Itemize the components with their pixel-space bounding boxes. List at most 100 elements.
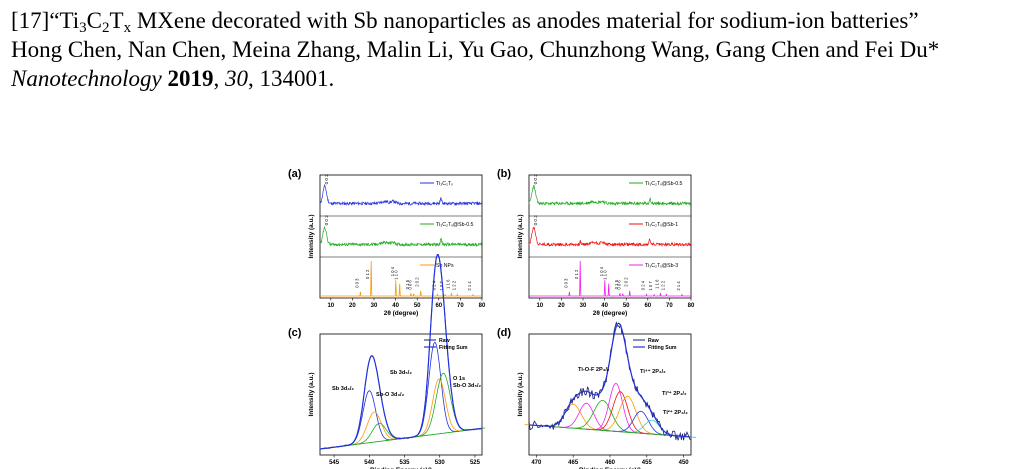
xrd-trace <box>320 260 482 297</box>
fitting-sum-trace <box>319 254 482 450</box>
title-part: T <box>109 8 124 33</box>
title-sub: 2 <box>102 20 110 36</box>
reference-volume: 30 <box>225 66 248 91</box>
peak-label: 0 0 2 <box>533 215 538 226</box>
x-tick-label: 40 <box>601 303 608 309</box>
miller-index-label: 1 1 0 <box>394 270 399 280</box>
legend-label: Raw <box>439 338 451 344</box>
legend-label: Ti₃C₂Tₓ@Sb-0.5 <box>645 181 683 187</box>
legend-label: Ti₃C₂Tₓ@Sb-0.5 <box>436 222 474 228</box>
legend-label: Fitting Sum <box>439 345 468 351</box>
x-tick-label: 540 <box>364 460 375 466</box>
reference-citation: Nanotechnology 2019, 30, 134001. <box>11 66 335 91</box>
miller-index-label: 0 0 3 <box>354 278 359 288</box>
x-tick-label: 20 <box>349 303 356 309</box>
title-part: MXene decorated with Sb nanoparticles as… <box>131 8 919 33</box>
miller-index-label: 1 2 2 <box>660 280 665 290</box>
reference-title-line: [17]“Ti3C2Tx MXene decorated with Sb nan… <box>11 6 1016 36</box>
panel-a: (a) 0 0 2 Ti₃C₂Tₓ 0 0 2 Ti₃C₂Tₓ@Sb-0.5 0 0 3 0… <box>288 168 486 317</box>
x-tick-label: 470 <box>531 460 542 466</box>
x-tick-label: 20 <box>558 303 565 309</box>
miller-index-label: 0 1 2 <box>574 269 579 279</box>
y-axis-label: Intensity (a.u.) <box>308 214 315 258</box>
panel-label: (d) <box>497 327 511 339</box>
fit-component <box>576 382 656 435</box>
peak-annotation: Sb 3d₅/₂ <box>390 370 412 376</box>
x-tick-label: 50 <box>414 303 421 309</box>
legend-label: Raw <box>648 338 660 344</box>
miller-index-label: 1 0 7 <box>648 281 653 291</box>
fit-background <box>528 424 692 438</box>
miller-index-label: 2 0 2 <box>415 277 420 287</box>
reference-journal: Nanotechnology <box>11 66 162 91</box>
fitting-sum-trace <box>528 322 691 438</box>
xrd-trace <box>319 225 483 248</box>
x-tick-label: 40 <box>392 303 399 309</box>
y-axis-label: Intensity (a.u.) <box>517 214 524 258</box>
fit-component <box>336 423 421 448</box>
plot-frame <box>319 333 483 456</box>
y-axis-label: Intensity (a.u.) <box>308 372 315 416</box>
reference-pages: 134001. <box>259 66 335 91</box>
x-tick-label: 545 <box>329 460 340 466</box>
miller-index-label: 2 1 4 <box>467 281 472 291</box>
panel-label: (b) <box>497 168 511 180</box>
x-tick-label: 50 <box>623 303 630 309</box>
panel-label: (c) <box>288 327 302 339</box>
x-tick-label: 80 <box>688 303 695 309</box>
x-tick-label: 460 <box>605 460 616 466</box>
miller-index-label: 0 0 3 <box>563 278 568 288</box>
legend-label: Sb NPs <box>436 263 454 269</box>
peak-annotation: Sb 3d₃/₂ <box>332 386 354 392</box>
reference-authors: Hong Chen, Nan Chen, Meina Zhang, Malin … <box>11 37 940 62</box>
x-axis-label: 2θ (degree) <box>593 310 628 317</box>
x-tick-label: 60 <box>644 303 651 309</box>
fit-component <box>542 402 631 433</box>
legend-label: Fitting Sum <box>648 345 677 351</box>
title-sub: x <box>123 20 132 36</box>
xrd-trace <box>528 226 692 248</box>
panel-label: (a) <box>288 168 302 180</box>
x-tick-label: 10 <box>536 303 543 309</box>
peak-annotation: Sb-O 3d₅/₂ <box>453 383 482 389</box>
peak-label: 0 0 2 <box>533 174 538 185</box>
miller-index-label: 0 0 6 <box>408 280 413 290</box>
reference-number: [17] <box>11 8 50 33</box>
raw-trace <box>319 254 482 450</box>
peak-label: 0 0 2 <box>324 215 329 226</box>
reference-entry: [17]“Ti3C2Tx MXene decorated with Sb nan… <box>11 6 1016 93</box>
xrd-trace <box>529 260 691 297</box>
x-axis-label: Binding Energy (eV) <box>579 467 641 469</box>
peak-annotation: Ti-O-F 2P₃/₂ <box>578 367 610 373</box>
x-tick-label: 80 <box>479 303 486 309</box>
title-part: “Ti <box>49 8 80 33</box>
plot-frame <box>528 174 692 299</box>
peak-annotation: O 1s <box>453 376 465 382</box>
miller-index-label: 0 1 5 <box>405 279 410 289</box>
x-tick-label: 30 <box>371 303 378 309</box>
title-part: C <box>86 8 103 33</box>
y-axis-label: Intensity (a.u.) <box>517 372 524 416</box>
peak-annotation: Ti²⁺ 2P₃/₂ <box>663 409 688 416</box>
raw-trace <box>528 321 691 441</box>
x-tick-label: 60 <box>435 303 442 309</box>
peak-label: 0 0 2 <box>324 174 329 185</box>
panel-b: (b) 0 0 2 Ti₃C₂Tₓ@Sb-0.5 0 0 2 Ti₃C₂Tₓ@Sb-1 0… <box>497 168 695 317</box>
x-tick-label: 10 <box>327 303 334 309</box>
x-tick-label: 30 <box>580 303 587 309</box>
peak-annotation: Sb-O 3d₃/₂ <box>376 392 405 398</box>
peak-annotation: Ti³⁺ 2P₁/₂ <box>662 390 687 397</box>
x-tick-label: 535 <box>400 460 411 466</box>
legend-label: Ti₃C₂Tₓ@Sb-1 <box>645 222 678 228</box>
miller-index-label: 0 2 4 <box>641 280 646 290</box>
miller-index-label: 1 1 6 <box>655 279 660 289</box>
plot-frame <box>319 174 483 299</box>
x-tick-label: 530 <box>435 460 446 466</box>
miller-index-label: 1 0 7 <box>439 281 444 291</box>
miller-index-label: 1 1 0 <box>603 270 608 280</box>
miller-index-label: 2 0 2 <box>624 277 629 287</box>
title-sub: 3 <box>79 20 87 36</box>
legend-label: Ti₃C₂Tₓ <box>436 181 453 187</box>
